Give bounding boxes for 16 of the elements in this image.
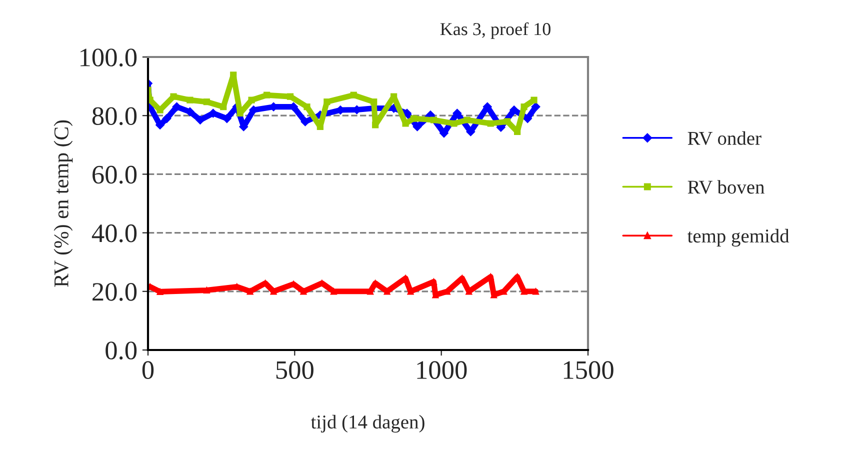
- x-tick-label: 500: [276, 361, 314, 379]
- y-tick-label: 40.0: [92, 224, 137, 242]
- x-tick-label: 1500: [564, 361, 614, 379]
- x-axis-title: tijd (14 dagen): [310, 414, 424, 433]
- y-axis-title: RV (%) en temp (C): [54, 120, 73, 287]
- y-tick-label: 60.0: [92, 166, 137, 184]
- y-tick-label: 80.0: [92, 107, 137, 126]
- y-tick-label: 100.0: [80, 48, 137, 67]
- y-tick-label: 20.0: [92, 283, 137, 301]
- chart-title: Kas 3, proef 10: [440, 22, 550, 39]
- legend-label: RV boven: [688, 180, 764, 194]
- y-tick-label: 0.0: [106, 342, 137, 360]
- x-tick-label: 1000: [417, 361, 467, 379]
- x-tick-label: 0: [142, 361, 154, 379]
- legend-label: RV onder: [688, 131, 762, 145]
- legend-label: temp gemidd: [687, 228, 790, 247]
